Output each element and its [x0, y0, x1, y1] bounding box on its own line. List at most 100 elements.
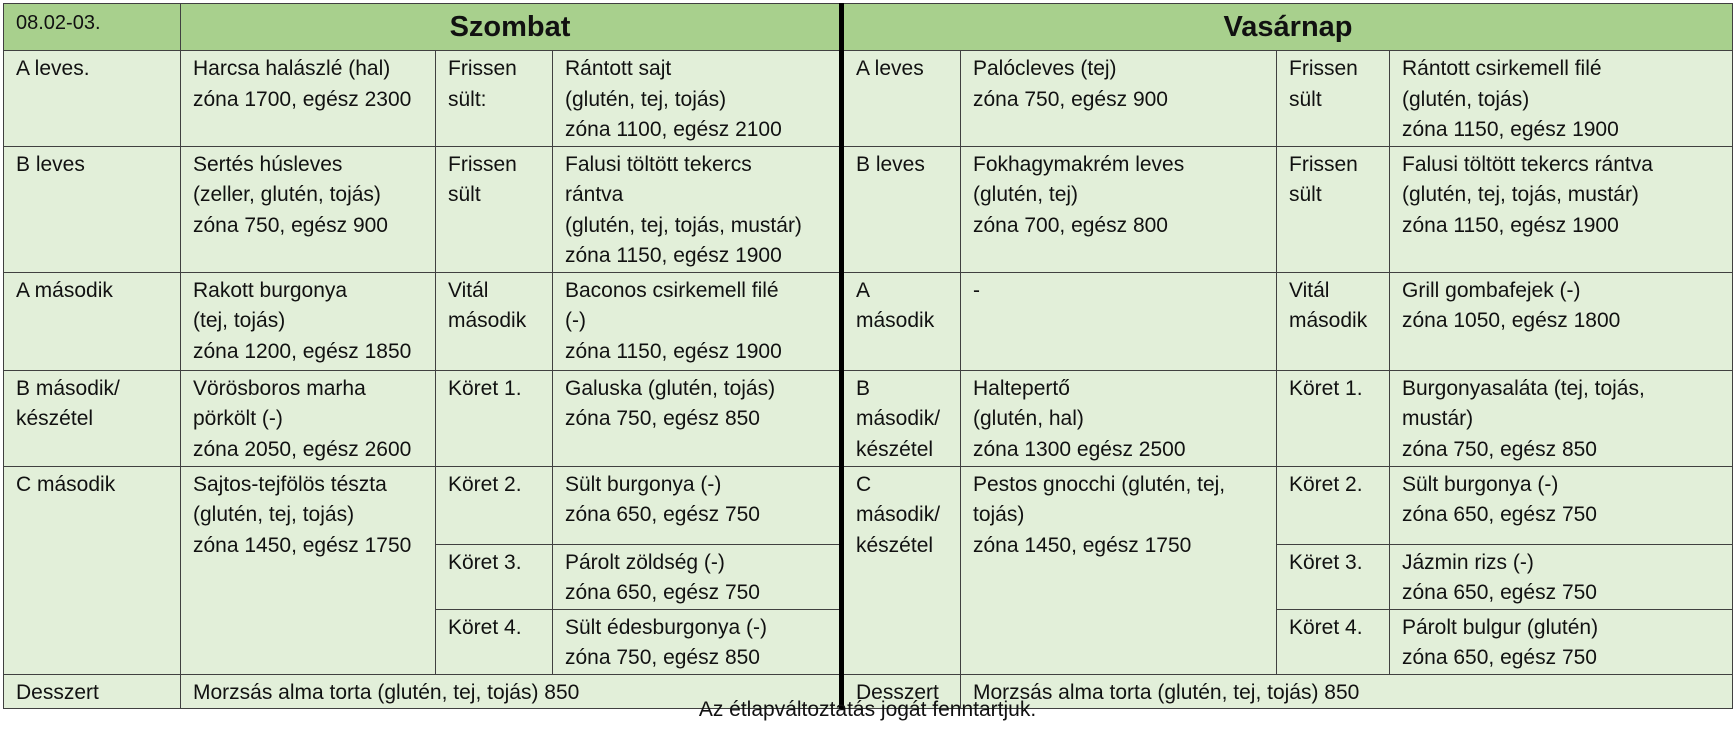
dish: Harcsa halászlé (hal) zóna 1700, egész 23…	[180, 50, 436, 147]
text-line: zóna 1150, egész 1900	[565, 339, 782, 363]
side-label: Vitál második	[435, 271, 553, 371]
text-line: zóna 1050, egész 1800	[1402, 309, 1621, 332]
dessert-dish: Morzsás alma torta (glutén, tej, tojás) …	[959, 673, 1734, 709]
text-line: második	[1289, 309, 1368, 332]
row-a-leves: A leves. Harcsa halászlé (hal) zóna 1700,…	[3, 50, 1734, 147]
text-line: A	[856, 278, 871, 302]
side-dish: Sült burgonya (-) zóna 650, egész 750	[1388, 465, 1734, 545]
dish: Rakott burgonya (tej, tojás) zóna 1200, eg…	[180, 271, 436, 371]
text-line: (glutén, hal)	[973, 407, 1084, 430]
text-line: Rántott sajt	[565, 57, 672, 80]
text-line: zóna 1700, egész 2300	[193, 87, 412, 111]
row-label: B leves	[839, 145, 961, 273]
side-label: Köret 3.	[435, 543, 553, 610]
side-label: Köret 1.	[1276, 369, 1390, 467]
text-line: (zeller, glutén, tojás)	[193, 183, 381, 206]
text-line: második/	[856, 407, 941, 430]
side-dish: Rántott sajt (glutén, tej, tojás) zóna 110…	[552, 50, 842, 147]
menu-table: 08.02-03. Szombat Vasárnap A leves. Harc…	[3, 3, 1734, 709]
side-dish: Falusi töltött tekercs rántva (glutén, tej…	[552, 145, 842, 273]
text-line: sült	[1289, 183, 1322, 206]
text-line: Sertés húsleves	[193, 152, 343, 176]
text-line: (glutén, tej, tojás, mustár)	[565, 213, 802, 237]
side-label: Vitál második	[1276, 271, 1390, 371]
text-line: zóna 650, egész 750	[1402, 503, 1597, 526]
text-line: Fokhagymakrém leves	[973, 152, 1185, 176]
text-line: zóna 1200, egész 1850	[193, 339, 412, 363]
text-line: Falusi töltött tekercs rántva	[1402, 152, 1653, 176]
text-line: Frissen	[448, 57, 517, 80]
side-label: Köret 2.	[435, 465, 553, 545]
side-label: Köret 3.	[1276, 543, 1390, 610]
text-line: második/	[856, 503, 941, 526]
row-c-masodik-koret-2: C második Sajtos-tejfölös tészta (glutén,…	[3, 465, 1734, 675]
text-line: zóna 1450, egész 1750	[973, 533, 1192, 557]
dish: -	[960, 271, 1277, 371]
side-dish: Falusi töltött tekercs rántva (glutén, te…	[1388, 145, 1734, 273]
text-line: Pestos gnocchi (glutén, tej,	[973, 472, 1226, 496]
text-line: Sült édesburgonya (-)	[565, 615, 767, 639]
dish: Vörösboros marha pörkölt (-) zóna 2050, eg…	[180, 369, 436, 467]
dish: Palócleves (tej) zóna 750, egész 900	[960, 50, 1277, 147]
row-label: Desszert	[3, 673, 181, 709]
text-line: második	[856, 309, 935, 332]
text-line: Sült burgonya (-)	[1402, 472, 1559, 496]
row-label: C második	[3, 465, 181, 675]
header-row: 08.02-03. Szombat Vasárnap	[3, 3, 1734, 51]
text-line: zóna 1150, egész 1900	[1402, 213, 1619, 237]
dish: Haltepertő (glutén, hal) zóna 1300 egész 2…	[960, 369, 1277, 467]
side-dish: Burgonyasaláta (tej, tojás, mustár) zóna 7…	[1388, 369, 1734, 467]
text-line: zóna 750, egész 850	[1402, 437, 1597, 461]
row-label: B leves	[3, 145, 181, 273]
dish: Sajtos-tejfölös tészta (glutén, tej, tojá…	[180, 465, 436, 675]
text-line: (glutén, tej, tojás, mustár)	[1402, 183, 1639, 206]
text-line: zóna 750, egész 900	[973, 87, 1168, 111]
dessert-dish: Morzsás alma torta (glutén, tej, tojás) …	[180, 673, 842, 709]
text-line: (-)	[565, 309, 586, 332]
side-label: Frissen sült	[435, 145, 553, 273]
side-dish: Galuska (glutén, tojás) zóna 750, egész 8…	[552, 369, 842, 467]
text-line: zóna 750, egész 850	[565, 646, 760, 669]
text-line: rántva	[565, 183, 624, 206]
side-dish: Rántott csirkemell filé (glutén, tojás) zó…	[1388, 50, 1734, 147]
row-label: Desszert	[839, 673, 961, 709]
text-line: Sült burgonya (-)	[565, 472, 722, 496]
text-line: Frissen	[448, 152, 517, 176]
side-label: Köret 2.	[1276, 465, 1390, 545]
text-line: készétel	[856, 533, 934, 557]
text-line: Jázmin rizs (-)	[1402, 550, 1534, 574]
text-line: zóna 1150, egész 1900	[565, 244, 782, 267]
row-desszert: Desszert Morzsás alma torta (glutén, tej…	[3, 673, 1734, 709]
text-line: második	[448, 309, 527, 332]
text-line: Burgonyasaláta (tej, tojás,	[1402, 376, 1645, 400]
text-line: (glutén, tojás)	[1402, 87, 1530, 111]
text-line: Grill gombafejek (-)	[1402, 278, 1581, 302]
row-koret-3: Köret 3. Párolt zöldség (-) zóna 650, egé…	[4, 543, 1734, 610]
text-line: tojás)	[973, 503, 1025, 526]
footer-note: Az étlapváltoztatás jogát fenntartjuk.	[698, 698, 1037, 721]
text-line: Galuska (glutén, tojás)	[565, 376, 776, 400]
text-line: -	[973, 278, 980, 302]
text-line: zóna 650, egész 750	[565, 503, 760, 526]
text-line: zóna 650, egész 750	[565, 581, 760, 604]
text-line: (glutén, tej, tojás)	[565, 87, 727, 111]
text-line: zóna 700, egész 800	[973, 213, 1168, 237]
row-label: B második/készétel	[3, 369, 181, 467]
side-label: Frissen sült:	[435, 50, 553, 147]
row-label: A második	[3, 271, 181, 371]
text-line: Palócleves (tej)	[973, 57, 1117, 80]
text-line: zóna 750, egész 900	[193, 213, 388, 237]
text-line: B	[856, 376, 871, 400]
side-dish: Párolt zöldség (-) zóna 650, egész 750	[552, 543, 842, 610]
text-line: Frissen	[1289, 57, 1358, 80]
text-line: (tej, tojás)	[193, 309, 286, 332]
row-label: A leves	[839, 50, 961, 147]
text-line: Párolt bulgur (glutén)	[1402, 615, 1599, 639]
text-line: (glutén, tej)	[973, 183, 1079, 206]
text-line: C	[856, 472, 872, 496]
text-line: mustár)	[1402, 407, 1474, 430]
text-line: sült	[1289, 87, 1322, 111]
